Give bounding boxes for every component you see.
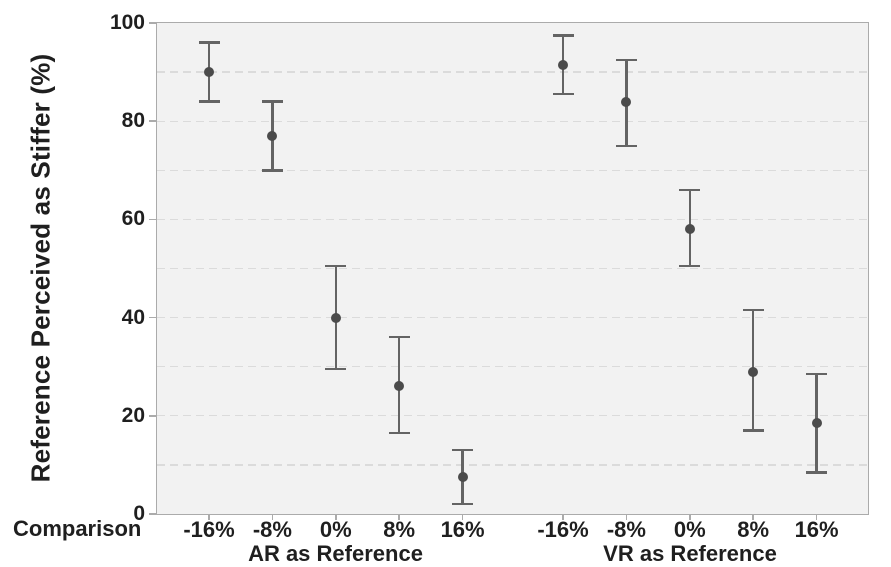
error-bar-cap-top [198,41,220,44]
group-label-ar: AR as Reference [248,541,423,566]
error-bar-cap-bottom [679,264,701,268]
data-point [811,418,822,429]
error-bar-cap-bottom [325,367,347,371]
y-gridline [157,366,868,368]
x-tick-mark [461,514,464,520]
error-bar-cap-top [452,448,474,452]
error-bar-cap-top [261,100,283,103]
data-point [684,224,695,235]
x-tick-mark [562,514,564,520]
error-bar-cap-top [388,335,410,339]
group-label-vr: VR as Reference [603,541,777,566]
y-gridline [157,169,868,171]
x-tick-mark [815,514,818,520]
x-tick-mark [689,514,691,520]
error-bar-cap-bottom [742,429,764,432]
data-point [204,67,214,78]
x-tick-label: -8% [606,517,646,542]
error-bar-cap-bottom [388,431,410,435]
x-tick-label: 8% [383,517,416,542]
y-tick-label: 40 [121,305,145,329]
y-gridline [157,267,868,270]
x-axis-row-label: Comparison [13,516,142,541]
y-tick-mark [149,316,157,319]
x-tick-label: 16% [794,517,839,542]
y-tick-label: 20 [121,403,145,427]
error-bar-cap-bottom [552,92,574,96]
x-tick-label: 8% [737,517,770,542]
x-tick-mark [625,514,628,520]
y-gridline [157,120,868,122]
x-tick-label: 0% [673,517,706,542]
data-point [558,59,568,70]
data-point [267,130,278,141]
y-tick-mark [149,22,157,24]
error-bar-cap-bottom [261,169,283,172]
x-tick-label: -16% [183,517,235,542]
y-gridline [157,415,868,417]
data-point [394,381,405,392]
x-tick-label: 0% [319,517,352,542]
error-bar-cap-bottom [452,502,474,506]
error-bar-cap-top [742,308,764,312]
x-tick-label: -8% [252,517,292,542]
y-tick-label: 100 [109,11,145,34]
plot-area [156,22,869,515]
y-tick-label: 60 [121,207,145,231]
x-tick-mark [398,514,400,520]
error-bar-cap-bottom [615,144,637,147]
y-tick-mark [149,513,157,515]
x-tick-mark [335,514,337,520]
data-point [457,472,468,483]
x-tick-label: 16% [440,517,485,542]
x-tick-mark [271,514,274,520]
y-gridline [157,316,868,319]
y-gridline [157,218,868,221]
data-point [330,312,341,323]
x-tick-mark [208,514,210,520]
error-bar-cap-bottom [806,471,828,474]
error-bar-cap-bottom [198,100,220,103]
error-bar-cap-top [552,34,574,37]
y-tick-mark [149,415,157,417]
y-tick-mark [149,120,157,122]
y-tick-label: 80 [121,109,145,133]
y-gridline [157,464,868,466]
y-gridline [157,71,868,73]
y-tick-label: 0 [133,502,145,525]
x-tick-label: -16% [537,517,589,542]
y-tick-mark [149,218,157,221]
error-bar-cap-top [325,264,347,268]
error-bar-cap-top [679,188,701,192]
x-tick-mark [752,514,754,520]
data-point [621,96,632,107]
error-bar-cap-top [615,58,637,62]
error-bar-cap-top [806,372,828,376]
data-point [748,366,759,377]
